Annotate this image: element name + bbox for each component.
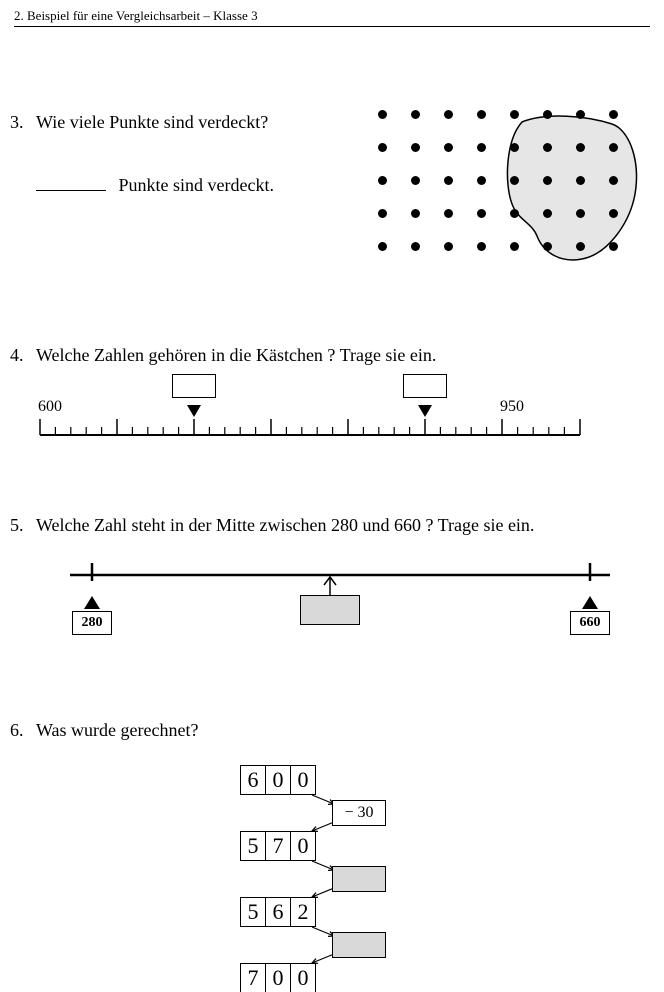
grid-dot bbox=[543, 209, 552, 218]
grid-dot bbox=[510, 110, 519, 119]
grid-dot bbox=[444, 143, 453, 152]
grid-dot bbox=[510, 209, 519, 218]
q5-right-label: 660 bbox=[580, 615, 601, 630]
q6-question: Was wurde gerechnet? bbox=[36, 720, 198, 741]
grid-dot bbox=[576, 242, 585, 251]
digit-cell: 0 bbox=[265, 765, 291, 795]
q6-number-row: 562 bbox=[240, 897, 316, 927]
grid-dot bbox=[609, 110, 618, 119]
q6-number-row: 700 bbox=[240, 963, 316, 992]
grid-dot bbox=[510, 242, 519, 251]
digit-cell: 5 bbox=[240, 831, 266, 861]
grid-dot bbox=[444, 176, 453, 185]
grid-dot bbox=[378, 110, 387, 119]
q6-op-box-3[interactable] bbox=[332, 932, 386, 958]
digit-cell: 0 bbox=[265, 963, 291, 992]
page-header: 2. Beispiel für eine Vergleichsarbeit – … bbox=[14, 8, 650, 27]
grid-dot bbox=[378, 143, 387, 152]
q4-input-box-2[interactable] bbox=[403, 374, 447, 398]
q3-blob bbox=[372, 104, 652, 279]
grid-dot bbox=[378, 209, 387, 218]
q5-diagram: 280 660 bbox=[60, 555, 610, 655]
q5-number: 5. bbox=[10, 515, 24, 536]
grid-dot bbox=[477, 242, 486, 251]
grid-dot bbox=[576, 143, 585, 152]
grid-dot bbox=[477, 209, 486, 218]
digit-cell: 2 bbox=[290, 897, 316, 927]
grid-dot bbox=[411, 176, 420, 185]
q6-op-box-1: − 30 bbox=[332, 800, 386, 826]
grid-dot bbox=[444, 110, 453, 119]
grid-dot bbox=[576, 110, 585, 119]
grid-dot bbox=[411, 110, 420, 119]
grid-dot bbox=[543, 176, 552, 185]
grid-dot bbox=[411, 242, 420, 251]
grid-dot bbox=[444, 209, 453, 218]
digit-cell: 6 bbox=[265, 897, 291, 927]
q6-op-box-2[interactable] bbox=[332, 866, 386, 892]
grid-dot bbox=[378, 176, 387, 185]
q5-right-label-box: 660 bbox=[570, 611, 610, 635]
q6-number-row: 600 bbox=[240, 765, 316, 795]
grid-dot bbox=[609, 209, 618, 218]
digit-cell: 0 bbox=[290, 765, 316, 795]
digit-cell: 0 bbox=[290, 963, 316, 992]
q4-question: Welche Zahlen gehören in die Kästchen ? … bbox=[36, 345, 436, 366]
q4-numberline: 600 950 bbox=[40, 380, 580, 460]
grid-dot bbox=[543, 242, 552, 251]
q3-number: 3. bbox=[10, 112, 24, 133]
q4-number: 4. bbox=[10, 345, 24, 366]
q3-answer-suffix: Punkte sind verdeckt. bbox=[119, 175, 274, 195]
q6-number: 6. bbox=[10, 720, 24, 741]
grid-dot bbox=[378, 242, 387, 251]
q5-left-label: 280 bbox=[82, 615, 103, 630]
grid-dot bbox=[510, 143, 519, 152]
grid-dot bbox=[576, 176, 585, 185]
q5-question: Welche Zahl steht in der Mitte zwischen … bbox=[36, 515, 534, 536]
q3-question: Wie viele Punkte sind verdeckt? bbox=[36, 112, 268, 133]
grid-dot bbox=[510, 176, 519, 185]
grid-dot bbox=[411, 209, 420, 218]
digit-cell: 7 bbox=[265, 831, 291, 861]
grid-dot bbox=[543, 143, 552, 152]
q3-blank[interactable] bbox=[36, 176, 106, 191]
q3-answer-line: Punkte sind verdeckt. bbox=[36, 175, 274, 196]
grid-dot bbox=[609, 176, 618, 185]
grid-dot bbox=[609, 242, 618, 251]
grid-dot bbox=[609, 143, 618, 152]
grid-dot bbox=[411, 143, 420, 152]
digit-cell: 6 bbox=[240, 765, 266, 795]
digit-cell: 0 bbox=[290, 831, 316, 861]
q4-svg bbox=[30, 380, 590, 460]
q4-input-box-1[interactable] bbox=[172, 374, 216, 398]
digit-cell: 7 bbox=[240, 963, 266, 992]
grid-dot bbox=[477, 176, 486, 185]
grid-dot bbox=[444, 242, 453, 251]
digit-cell: 5 bbox=[240, 897, 266, 927]
header-text: 2. Beispiel für eine Vergleichsarbeit – … bbox=[14, 8, 258, 23]
grid-dot bbox=[477, 143, 486, 152]
grid-dot bbox=[576, 209, 585, 218]
q3-dotgrid bbox=[378, 110, 646, 280]
grid-dot bbox=[477, 110, 486, 119]
q6-number-row: 570 bbox=[240, 831, 316, 861]
q5-mid-input-box[interactable] bbox=[300, 595, 360, 625]
q5-left-label-box: 280 bbox=[72, 611, 112, 635]
grid-dot bbox=[543, 110, 552, 119]
